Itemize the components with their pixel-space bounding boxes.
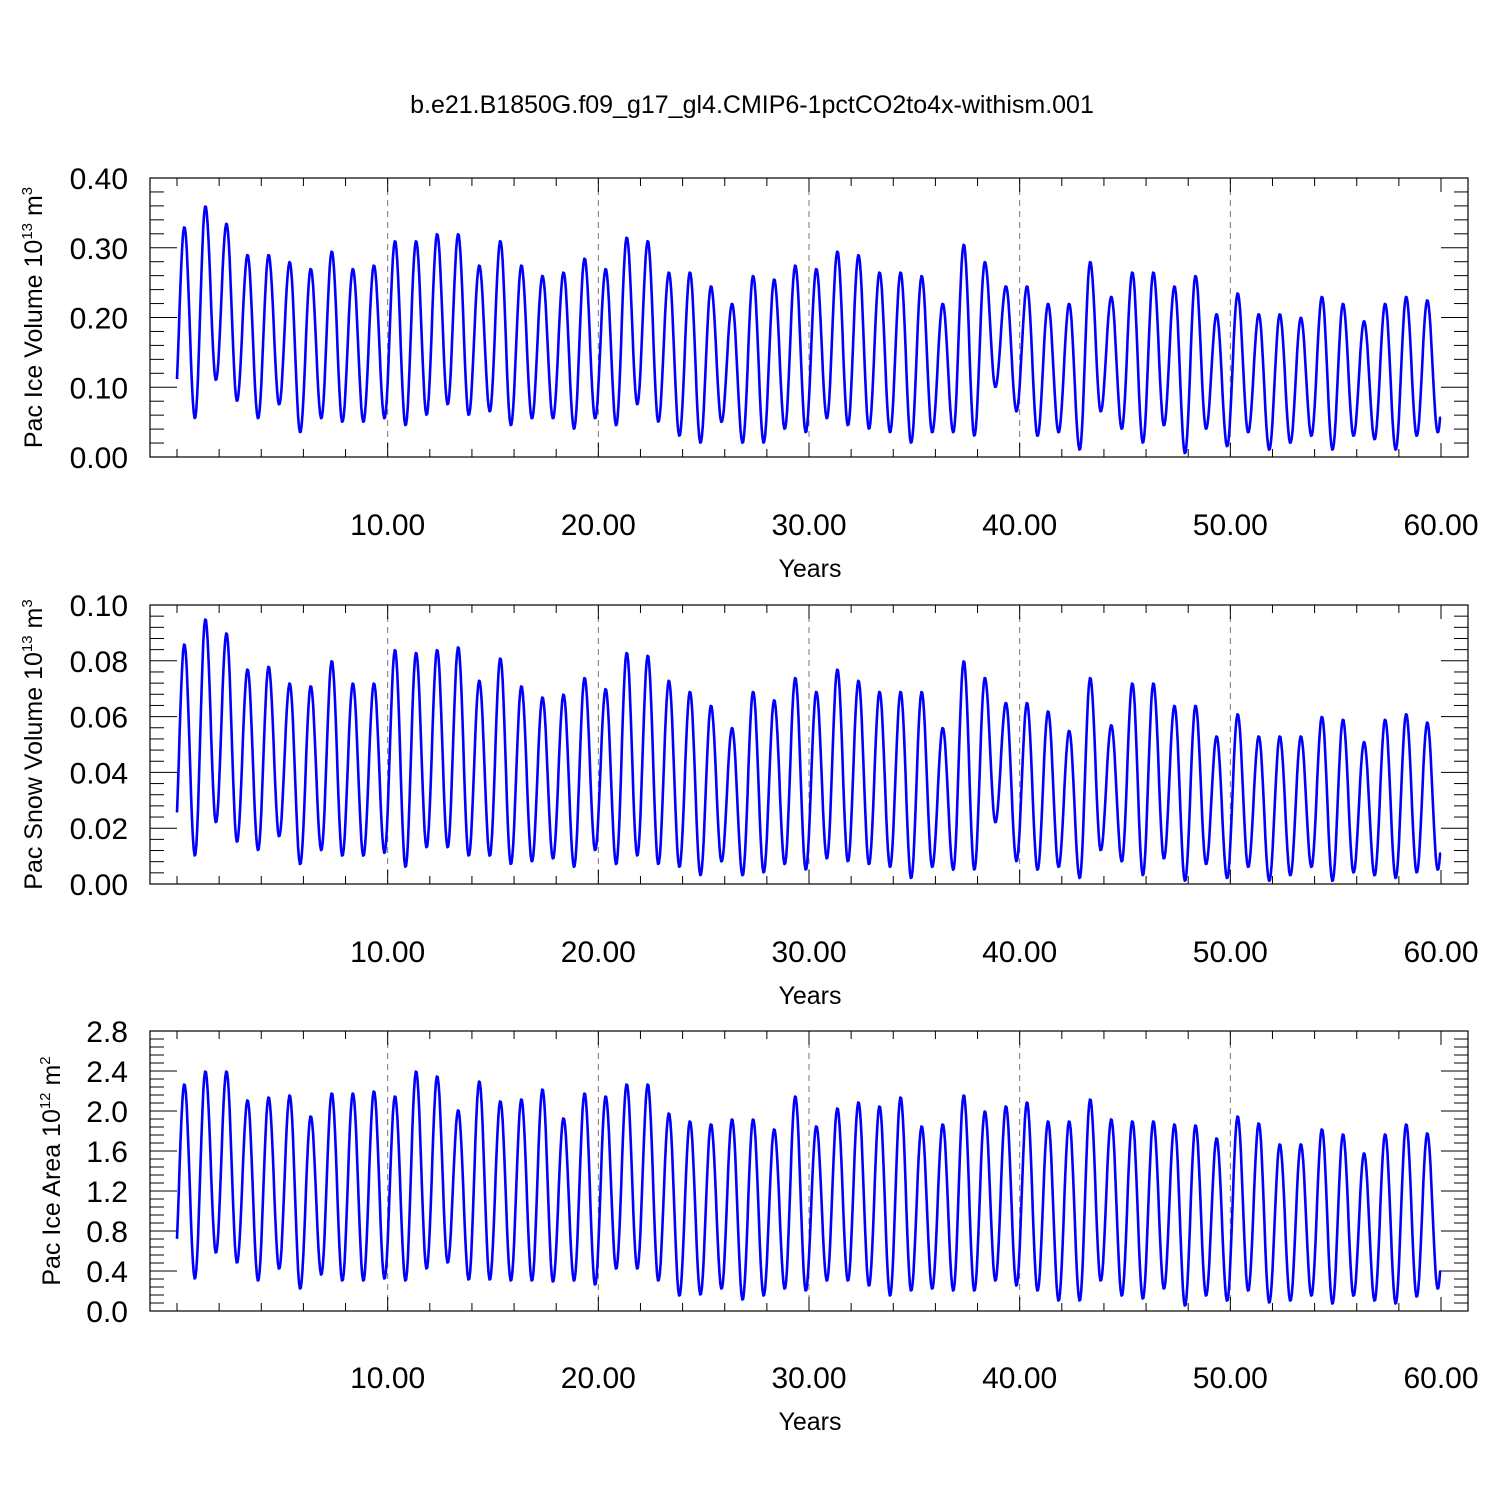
- series-line: [175, 205, 1442, 455]
- y-tick-label: 0.08: [70, 646, 128, 679]
- y-tick-label: 0.00: [70, 442, 128, 475]
- y-tick-label: 0.02: [70, 813, 128, 846]
- y-tick-label: 0.10: [70, 590, 128, 623]
- y-tick-label: 0.06: [70, 702, 128, 735]
- x-tick-label: 10.00: [350, 509, 425, 542]
- x-tick-label: 50.00: [1193, 509, 1268, 542]
- x-axis-label: Years: [778, 982, 841, 1010]
- y-tick-label: 0.4: [86, 1256, 128, 1289]
- x-tick-label: 30.00: [771, 1362, 846, 1395]
- y-tick-label: 2.4: [86, 1056, 128, 1089]
- y-axis-label: Pac Snow Volume 1013 m3: [19, 599, 48, 889]
- y-tick-label: 0.40: [70, 163, 128, 196]
- x-axis-label: Years: [778, 1408, 841, 1436]
- x-axis-label: Years: [778, 555, 841, 583]
- y-tick-label: 0.00: [70, 869, 128, 902]
- x-tick-label: 10.00: [350, 1362, 425, 1395]
- x-tick-label: 20.00: [561, 936, 636, 969]
- x-tick-label: 50.00: [1193, 1362, 1268, 1395]
- y-axis-label: Pac Ice Volume 1013 m3: [19, 187, 48, 448]
- y-tick-label: 0.10: [70, 372, 128, 405]
- series-line: [175, 1070, 1442, 1307]
- y-tick-label: 0.30: [70, 233, 128, 266]
- x-tick-label: 10.00: [350, 936, 425, 969]
- y-tick-label: 0.04: [70, 757, 128, 790]
- y-tick-label: 0.0: [86, 1296, 128, 1329]
- x-tick-label: 60.00: [1403, 1362, 1478, 1395]
- x-tick-label: 20.00: [561, 509, 636, 542]
- x-tick-label: 40.00: [982, 509, 1057, 542]
- series-line: [175, 618, 1442, 883]
- y-tick-label: 1.6: [86, 1136, 128, 1169]
- y-axis-label: Pac Ice Area 1012 m2: [37, 1056, 66, 1285]
- x-tick-label: 50.00: [1193, 936, 1268, 969]
- y-tick-label: 2.8: [86, 1016, 128, 1049]
- x-tick-label: 60.00: [1403, 509, 1478, 542]
- y-tick-label: 2.0: [86, 1096, 128, 1129]
- x-tick-label: 40.00: [982, 1362, 1057, 1395]
- panels: 0.00 0.10 0.20 0.30 0.40 10.00 20.00 30.00 40.00…: [19, 163, 1479, 1436]
- y-tick-label: 0.20: [70, 303, 128, 336]
- panel-3: 0.0 0.4 0.8 1.2 1.6 2.0 2.4 2.8 10.00 20.00 30.00 4…: [37, 1016, 1479, 1436]
- chart-title: b.e21.B1850G.f09_g17_gl4.CMIP6-1pctCO2to…: [410, 91, 1094, 119]
- y-tick-label: 1.2: [86, 1176, 128, 1209]
- panel-1: 0.00 0.10 0.20 0.30 0.40 10.00 20.00 30.00 40.00…: [19, 163, 1479, 583]
- x-tick-label: 30.00: [771, 509, 846, 542]
- y-tick-label: 0.8: [86, 1216, 128, 1249]
- x-tick-label: 40.00: [982, 936, 1057, 969]
- x-tick-label: 30.00: [771, 936, 846, 969]
- x-tick-label: 60.00: [1403, 936, 1478, 969]
- x-tick-label: 20.00: [561, 1362, 636, 1395]
- panel-2: 0.00 0.02 0.04 0.06 0.08 0.10 10.00 20.00 30.00 4…: [19, 590, 1479, 1010]
